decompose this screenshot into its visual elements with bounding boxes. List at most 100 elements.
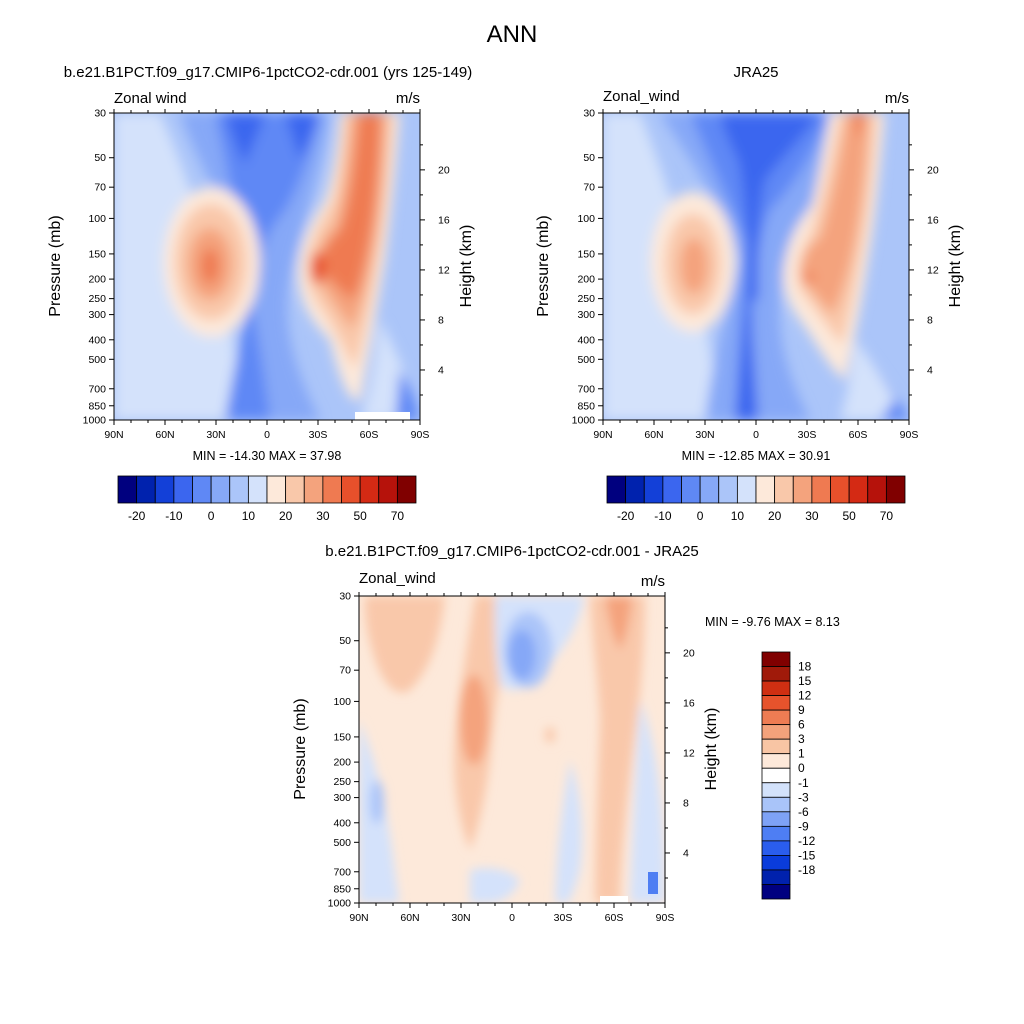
height-tick-label: 20 (438, 164, 450, 176)
colorbar-label: 30 (805, 509, 819, 523)
colorbar-swatch (885, 475, 906, 504)
pressure-tick-label: 250 (577, 293, 595, 305)
panel-obs-minmax: MIN = -12.85 MAX = 30.91 (682, 449, 831, 463)
colorbar-label: 50 (353, 509, 367, 523)
height-tick-label: 8 (683, 797, 689, 809)
colorbar-swatch (761, 709, 791, 726)
colorbar-label: -18 (798, 863, 816, 877)
colorbar-swatch (378, 475, 398, 504)
height-tick-label: 12 (927, 264, 939, 276)
panel-obs-ylabel: Pressure (mb) (535, 215, 552, 316)
pressure-tick-label: 700 (88, 383, 106, 395)
colorbar-label: 0 (798, 761, 805, 775)
panel-obs-title: JRA25 (733, 64, 778, 81)
panel-model-colorbar: -20 -10 0 10 20 30 50 70 (117, 475, 417, 523)
colorbar-swatch (192, 475, 212, 504)
colorbar-swatch (761, 695, 791, 711)
colorbar-swatch (154, 475, 175, 504)
pressure-tick-label: 400 (88, 334, 106, 346)
latitude-tick-label: 90S (900, 429, 919, 441)
panel-diff-field (359, 596, 665, 903)
colorbar-swatch (643, 475, 664, 504)
colorbar-swatch (117, 475, 138, 504)
colorbar-label: 30 (316, 509, 330, 523)
colorbar-label: 6 (798, 718, 805, 732)
colorbar-label: -12 (798, 834, 816, 848)
colorbar-label: 18 (798, 660, 812, 674)
height-tick-label: 20 (927, 164, 939, 176)
panel-model-field (114, 113, 420, 420)
colorbar-swatch (830, 475, 850, 504)
panel-obs: JRA25 Zonal_wind m/s (535, 64, 964, 523)
latitude-tick-label: 60N (155, 429, 174, 441)
pressure-tick-label: 70 (583, 182, 595, 194)
colorbar-swatch (761, 666, 791, 682)
pressure-tick-label: 150 (333, 731, 351, 743)
pressure-tick-label: 1000 (328, 898, 352, 910)
colorbar-swatch (341, 475, 361, 504)
latitude-tick-label: 90N (349, 912, 368, 924)
colorbar-swatch (811, 475, 831, 504)
pressure-tick-label: 50 (94, 152, 106, 164)
colorbar-swatch (173, 475, 193, 504)
colorbar-swatch (761, 884, 791, 900)
height-tick-label: 12 (683, 747, 695, 759)
pressure-tick-label: 50 (339, 635, 351, 647)
height-tick-label: 20 (683, 647, 695, 659)
pressure-tick-label: 500 (88, 354, 106, 366)
pressure-tick-label: 50 (583, 152, 595, 164)
colorbar-label: -10 (654, 509, 672, 523)
height-tick-label: 16 (683, 697, 695, 709)
colorbar-swatch (761, 869, 791, 885)
colorbar-swatch (755, 475, 776, 504)
pressure-tick-label: 30 (583, 108, 595, 120)
panel-obs-axes: 305070100150200250300400500700850100090N… (572, 108, 939, 442)
colorbar-swatch (681, 475, 701, 504)
pressure-tick-label: 100 (333, 696, 351, 708)
pressure-tick-label: 700 (577, 383, 595, 395)
pressure-tick-label: 850 (88, 400, 106, 412)
pressure-tick-label: 300 (88, 309, 106, 321)
colorbar-label: -1 (798, 776, 809, 790)
panel-diff-axes: 305070100150200250300400500700850100090N… (328, 591, 695, 925)
height-tick-label: 4 (438, 364, 444, 376)
pressure-tick-label: 200 (333, 757, 351, 769)
latitude-tick-label: 90S (411, 429, 430, 441)
pressure-tick-label: 200 (577, 274, 595, 286)
latitude-tick-label: 60N (644, 429, 663, 441)
colorbar-swatch (761, 811, 791, 827)
colorbar-swatch (285, 475, 305, 504)
panel-model-axes: 305070100150200250300400500700850100090N… (83, 108, 450, 442)
colorbar-swatch (266, 475, 287, 504)
panel-model-title: b.e21.B1PCT.f09_g17.CMIP6-1pctCO2-cdr.00… (64, 64, 473, 81)
colorbar-label: 3 (798, 732, 805, 746)
pressure-tick-label: 250 (88, 293, 106, 305)
latitude-tick-label: 0 (264, 429, 270, 441)
colorbar-swatch (210, 475, 231, 504)
colorbar-swatch (761, 840, 791, 856)
colorbar-label: 10 (731, 509, 745, 523)
colorbar-swatch (792, 475, 813, 504)
panel-model-units: m/s (396, 90, 420, 107)
colorbar-label: 70 (391, 509, 405, 523)
height-tick-label: 4 (927, 364, 933, 376)
height-tick-label: 12 (438, 264, 450, 276)
pressure-tick-label: 500 (333, 837, 351, 849)
panel-model-ylabel-right: Height (km) (458, 225, 475, 308)
panel-diff: b.e21.B1PCT.f09_g17.CMIP6-1pctCO2-cdr.00… (292, 543, 840, 924)
latitude-tick-label: 90N (593, 429, 612, 441)
panel-obs-field (603, 113, 909, 420)
colorbar-swatch (396, 475, 417, 504)
height-tick-label: 16 (927, 214, 939, 226)
colorbar-label: -20 (128, 509, 146, 523)
pressure-tick-label: 700 (333, 866, 351, 878)
colorbar-swatch (736, 475, 757, 504)
colorbar-swatch (136, 475, 156, 504)
panel-diff-units: m/s (641, 573, 665, 590)
pressure-tick-label: 500 (577, 354, 595, 366)
colorbar-label: 50 (842, 509, 856, 523)
colorbar-swatch (761, 724, 791, 740)
pressure-tick-label: 150 (88, 248, 106, 260)
